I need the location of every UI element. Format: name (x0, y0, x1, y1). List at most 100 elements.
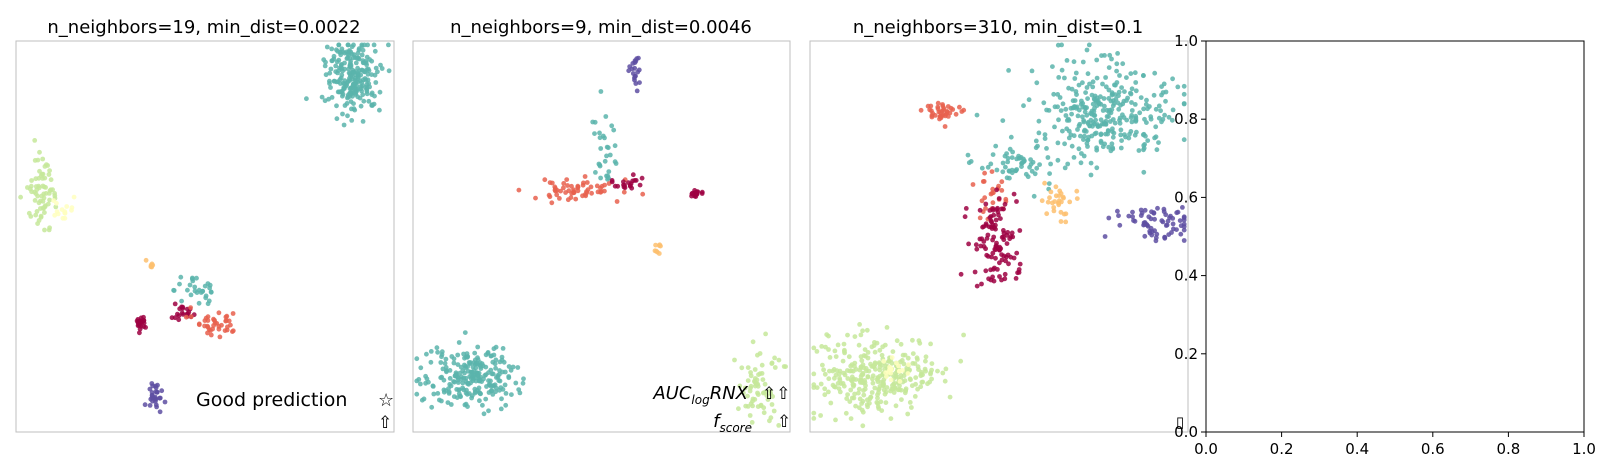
scatter-point (1166, 232, 1172, 238)
scatter-point (997, 274, 1002, 279)
scatter-point (1106, 87, 1112, 93)
scatter-point (1170, 221, 1176, 227)
scatter-point (359, 52, 365, 58)
scatter-point (832, 375, 837, 381)
scatter-point (999, 188, 1005, 193)
scatter-point (630, 178, 635, 184)
scatter-point (1069, 111, 1074, 117)
scatter-point (835, 342, 841, 348)
scatter-point (630, 61, 636, 66)
scatter-point (853, 377, 859, 382)
scatter-point (900, 368, 905, 373)
scatter-point (897, 379, 903, 384)
scatter-point (1116, 106, 1122, 112)
scatter-point (206, 327, 212, 333)
scatter-point (353, 60, 359, 66)
scatter-point (859, 401, 864, 406)
scatter-point (1117, 73, 1122, 78)
scatter-point (827, 368, 832, 374)
scatter-point (172, 301, 178, 307)
scatter-point (203, 315, 209, 321)
scatter-point (756, 372, 761, 377)
scatter-point (1062, 75, 1067, 81)
scatter-point (1133, 80, 1139, 85)
scatter-point (566, 188, 572, 194)
scatter-point (1100, 108, 1106, 113)
scatter-point (329, 46, 335, 52)
scatter-point (1072, 76, 1078, 81)
scatter-point (51, 198, 56, 204)
scatter-point (1013, 168, 1019, 174)
scatter-point (853, 403, 858, 409)
scatter-point (915, 364, 921, 370)
scatter-point (1026, 97, 1032, 103)
scatter-point (179, 298, 185, 304)
scatter-point (1130, 214, 1135, 220)
scatter-point (905, 355, 911, 361)
scatter-point (424, 351, 429, 357)
scatter-point (907, 376, 913, 382)
scatter-point (948, 105, 954, 111)
scatter-point (588, 184, 594, 190)
scatter-point (188, 314, 194, 320)
scatter-point (596, 161, 602, 167)
scatter-point (1136, 148, 1142, 153)
scatter-point (988, 161, 994, 167)
scatter-point (981, 224, 987, 230)
scatter-point (860, 423, 866, 429)
scatter-point (1100, 81, 1105, 87)
scatter-point (369, 103, 375, 108)
scatter-point (818, 381, 824, 387)
scatter-point (870, 380, 876, 386)
scatter-point (912, 361, 918, 366)
scatter-point (1060, 128, 1065, 134)
scatter-point (1178, 231, 1184, 237)
scatter-point (1141, 222, 1146, 228)
scatter-point (439, 352, 445, 357)
panel-4-y-axis: 0.0 0.2 0.4 0.6 0.8 1.0 (1174, 32, 1206, 441)
scatter-point (917, 340, 923, 346)
scatter-point (34, 209, 40, 214)
scatter-point (1170, 107, 1176, 113)
scatter-point (502, 382, 508, 388)
scatter-point (612, 183, 618, 189)
scatter-point (983, 201, 989, 207)
scatter-point (589, 190, 594, 196)
scatter-point (360, 119, 366, 124)
scatter-point (1081, 128, 1087, 134)
scatter-point (513, 380, 519, 386)
scatter-point (483, 396, 489, 402)
scatter-point (602, 188, 607, 194)
scatter-point (875, 379, 881, 385)
scatter-point (323, 59, 328, 65)
scatter-point (894, 360, 899, 366)
scatter-point (1069, 86, 1075, 92)
scatter-point (1062, 141, 1067, 147)
scatter-point (977, 215, 983, 221)
scatter-point (478, 391, 483, 397)
scatter-point (194, 275, 199, 281)
scatter-point (1141, 169, 1147, 175)
scatter-point (1081, 153, 1087, 159)
scatter-point (1052, 104, 1058, 110)
scatter-point (935, 368, 940, 374)
scatter-point (1112, 120, 1118, 126)
scatter-point (496, 378, 502, 383)
scatter-point (334, 59, 340, 65)
scatter-point (747, 413, 753, 418)
scatter-point (1101, 120, 1107, 126)
scatter-point (929, 113, 935, 118)
scatter-point (963, 206, 969, 211)
scatter-point (882, 391, 888, 397)
scatter-point (196, 322, 202, 328)
scatter-point (614, 199, 620, 204)
scatter-point (414, 391, 420, 397)
scatter-point (569, 183, 574, 189)
scatter-point (985, 164, 991, 170)
scatter-point (994, 167, 1000, 173)
scatter-point (371, 42, 377, 48)
scatter-point (736, 406, 741, 412)
scatter-point (861, 392, 867, 398)
scatter-point (1042, 132, 1048, 138)
